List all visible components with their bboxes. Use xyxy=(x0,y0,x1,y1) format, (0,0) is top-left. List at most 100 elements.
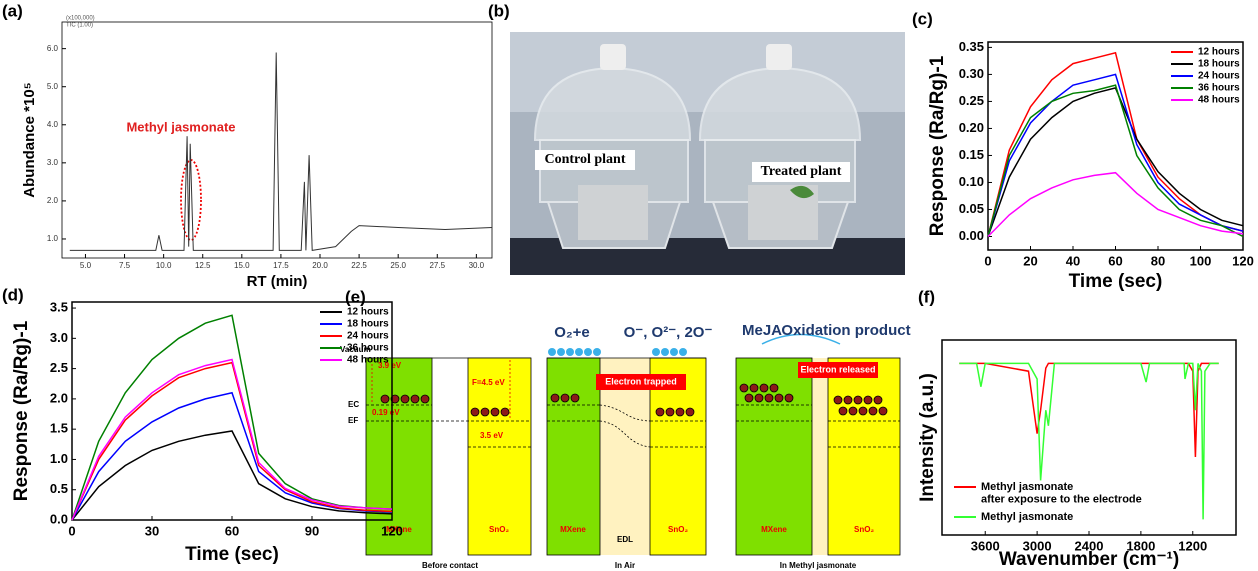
x-tick-label: 17.5 xyxy=(273,261,289,270)
legend-label: 36 hours xyxy=(1198,83,1240,94)
y-tick-label: 1.0 xyxy=(47,234,59,243)
series-line xyxy=(987,84,1244,238)
x-tick-label: 15.0 xyxy=(234,261,250,270)
legend-label: 24 hours xyxy=(347,331,389,342)
y-axis-label: Response (Ra/Rg)-1 xyxy=(927,55,948,236)
x-tick-label: 0 xyxy=(68,523,75,538)
series-line xyxy=(987,87,1244,237)
series-line xyxy=(71,358,393,521)
y-tick-label: 3.5 xyxy=(50,299,68,314)
diagram-label: Electron trapped xyxy=(605,376,677,386)
x-axis-label: Time (sec) xyxy=(185,544,279,565)
x-tick-label: 30 xyxy=(145,523,159,538)
x-tick-label: 22.5 xyxy=(351,261,367,270)
x-tick-label: 1800 xyxy=(1126,538,1155,553)
diagram-caption: In Air xyxy=(615,561,635,570)
y-axis-label: Intensity (a.u.) xyxy=(917,373,938,502)
diagram-label: F=4.5 eV xyxy=(472,378,505,387)
y-tick-label: 1.0 xyxy=(50,451,68,466)
panel-label: (f) xyxy=(918,287,935,306)
diagram-label: Oxidation product xyxy=(781,322,910,339)
diagram-label: EF xyxy=(348,416,358,425)
series-line xyxy=(69,52,493,251)
x-axis-label: Time (sec) xyxy=(1069,271,1163,292)
x-tick-label: 120 xyxy=(381,523,403,538)
diagram-label: O₂+e xyxy=(554,324,589,341)
x-axis-label: Wavenumber (cm⁻¹) xyxy=(999,549,1179,570)
diagram-label: SnO₂ xyxy=(854,525,874,534)
photo-label: Control plant xyxy=(544,152,625,167)
diagram-label: MXene xyxy=(386,525,412,534)
x-tick-label: 80 xyxy=(1151,253,1165,268)
legend-label: 48 hours xyxy=(347,355,389,366)
diagram-label: MXene xyxy=(560,525,586,534)
y-tick-label: 2.0 xyxy=(50,390,68,405)
panel-label: (d) xyxy=(2,285,24,304)
panel-label: (c) xyxy=(912,9,933,28)
y-tick-label: 0.25 xyxy=(959,93,984,108)
band-diagram xyxy=(365,333,901,556)
x-tick-label: 60 xyxy=(1108,253,1122,268)
y-tick-label: 3.0 xyxy=(47,158,59,167)
y-axis-label: Response (Ra/Rg)-1 xyxy=(11,320,32,501)
legend-label: 12 hours xyxy=(1198,47,1240,58)
photo xyxy=(510,32,905,275)
x-tick-label: 90 xyxy=(305,523,319,538)
diagram-label: Electron released xyxy=(800,364,875,374)
x-tick-label: 60 xyxy=(225,523,239,538)
y-tick-label: 5.0 xyxy=(47,82,59,91)
y-tick-label: 4.0 xyxy=(47,120,59,129)
chart-header: (x100,000) xyxy=(66,16,95,22)
diagram-caption: In Methyl jasmonate xyxy=(780,561,857,570)
y-tick-label: 1.5 xyxy=(50,421,68,436)
y-tick-label: 2.5 xyxy=(50,360,68,375)
series-line xyxy=(71,430,393,521)
x-tick-label: 25.0 xyxy=(390,261,406,270)
x-tick-label: 2400 xyxy=(1075,538,1104,553)
annotation: Methyl jasmonate xyxy=(126,119,235,134)
y-tick-label: 0.05 xyxy=(959,201,984,216)
y-tick-label: 0.00 xyxy=(959,228,984,243)
diagram-label: O⁻, O²⁻, 2O⁻ xyxy=(624,324,713,341)
legend-label: Methyl jasmonate xyxy=(981,511,1073,523)
diagram-label: SnO₂ xyxy=(489,525,509,534)
x-tick-label: 20 xyxy=(1023,253,1037,268)
plot-frame xyxy=(61,21,493,259)
y-axis-label: Abundance *10⁵ xyxy=(21,82,38,197)
y-tick-label: 3.0 xyxy=(50,330,68,345)
legend-label: 18 hours xyxy=(347,319,389,330)
panel-label: (b) xyxy=(488,1,510,20)
x-tick-label: 100 xyxy=(1190,253,1212,268)
legend-label: 24 hours xyxy=(1198,71,1240,82)
x-tick-label: 20.0 xyxy=(312,261,328,270)
y-tick-label: 0.30 xyxy=(959,66,984,81)
diagram-caption: Before contact xyxy=(422,561,478,570)
diagram-label: 0.19 eV xyxy=(372,408,400,417)
series-line xyxy=(71,391,393,521)
x-tick-label: 120 xyxy=(1232,253,1254,268)
photo-label: Treated plant xyxy=(761,164,842,179)
plot-frame xyxy=(71,301,393,521)
x-tick-label: 40 xyxy=(1066,253,1080,268)
x-tick-label: 27.5 xyxy=(429,261,445,270)
y-tick-label: 6.0 xyxy=(47,44,59,53)
chart-header: TIC (1.00) xyxy=(66,23,93,29)
diagram-label: SnO₂ xyxy=(668,525,688,534)
x-axis-label: RT (min) xyxy=(247,273,308,290)
legend-label: 18 hours xyxy=(1198,59,1240,70)
diagram-label: 3.5 eV xyxy=(480,431,504,440)
panel-label: (a) xyxy=(2,1,23,20)
y-tick-label: 0.20 xyxy=(959,120,984,135)
x-tick-label: 10.0 xyxy=(156,261,172,270)
diagram-label: MXene xyxy=(761,525,787,534)
panel-label: (e) xyxy=(345,287,366,306)
y-tick-label: 0.0 xyxy=(50,511,68,526)
x-tick-label: 1200 xyxy=(1178,538,1207,553)
legend-label: 12 hours xyxy=(347,307,389,318)
series-line xyxy=(959,362,1219,520)
x-tick-label: 12.5 xyxy=(195,261,211,270)
x-tick-label: 0 xyxy=(984,253,991,268)
y-tick-label: 0.10 xyxy=(959,174,984,189)
series-line xyxy=(71,361,393,521)
